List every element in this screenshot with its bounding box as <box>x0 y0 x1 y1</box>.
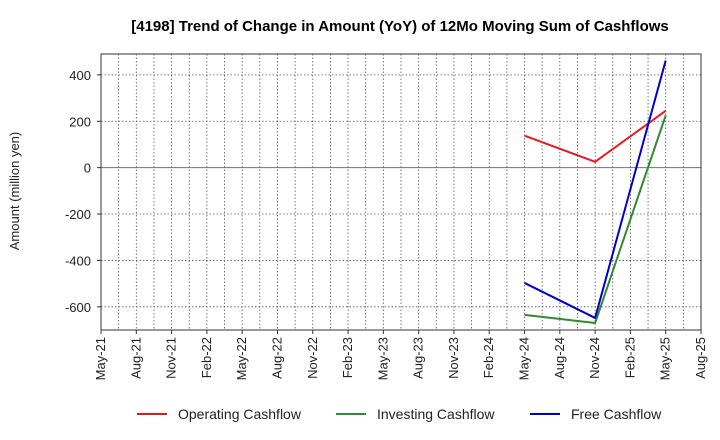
x-tick-label: Feb-22 <box>199 337 214 378</box>
y-tick-label: 400 <box>69 68 91 83</box>
x-tick-label: Aug-22 <box>269 337 284 379</box>
series-line-investing-cashflow <box>524 115 667 325</box>
legend-label-free-cashflow: Free Cashflow <box>571 406 662 422</box>
legend: Operating Cashflow Investing Cashflow Free… <box>137 406 662 422</box>
legend-label-operating-cashflow: Operating Cashflow <box>178 406 302 422</box>
x-tick-label: Aug-23 <box>411 337 426 379</box>
x-tick-label: May-21 <box>93 337 108 380</box>
x-tick-label: Aug-24 <box>552 337 567 379</box>
y-tick-labels: 400 200 0 -200 -400 -600 <box>65 68 101 315</box>
x-tick-label: Feb-23 <box>340 337 355 378</box>
x-tick-label: Aug-25 <box>693 337 708 379</box>
x-tick-label: May-25 <box>658 337 673 380</box>
plot-area <box>100 53 702 331</box>
x-tick-label: Aug-21 <box>128 337 143 379</box>
series-line-operating-cashflow <box>524 110 667 163</box>
x-tick-labels: May-21 Aug-21 Nov-21 Feb-22 May-22 Aug-22 Nov-… <box>93 330 708 380</box>
y-tick-label: -600 <box>65 300 91 315</box>
x-tick-label: Nov-21 <box>164 337 179 379</box>
series-lines <box>524 60 667 325</box>
x-tick-label: May-24 <box>517 337 532 380</box>
y-tick-label: -200 <box>65 207 91 222</box>
y-tick-label: 0 <box>84 161 91 176</box>
x-tick-label: Nov-22 <box>305 337 320 379</box>
x-tick-label: Nov-23 <box>446 337 461 379</box>
y-tick-label: -400 <box>65 253 91 268</box>
x-tick-label: Feb-24 <box>481 337 496 378</box>
legend-label-investing-cashflow: Investing Cashflow <box>377 406 495 422</box>
y-axis-label: Amount (million yen) <box>7 132 22 251</box>
chart-title: [4198] Trend of Change in Amount (YoY) o… <box>131 18 669 35</box>
x-tick-label: Nov-24 <box>587 337 602 379</box>
x-tick-label: Feb-25 <box>622 337 637 378</box>
x-tick-label: May-23 <box>375 337 390 380</box>
y-tick-label: 200 <box>69 114 91 129</box>
x-tick-label: May-22 <box>234 337 249 380</box>
gridlines <box>100 54 702 330</box>
series-line-free-cashflow <box>524 60 667 319</box>
